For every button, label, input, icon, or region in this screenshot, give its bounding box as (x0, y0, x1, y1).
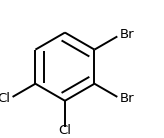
Text: Cl: Cl (0, 92, 10, 105)
Text: Br: Br (120, 28, 135, 41)
Text: Cl: Cl (58, 124, 72, 137)
Text: Br: Br (120, 92, 135, 105)
